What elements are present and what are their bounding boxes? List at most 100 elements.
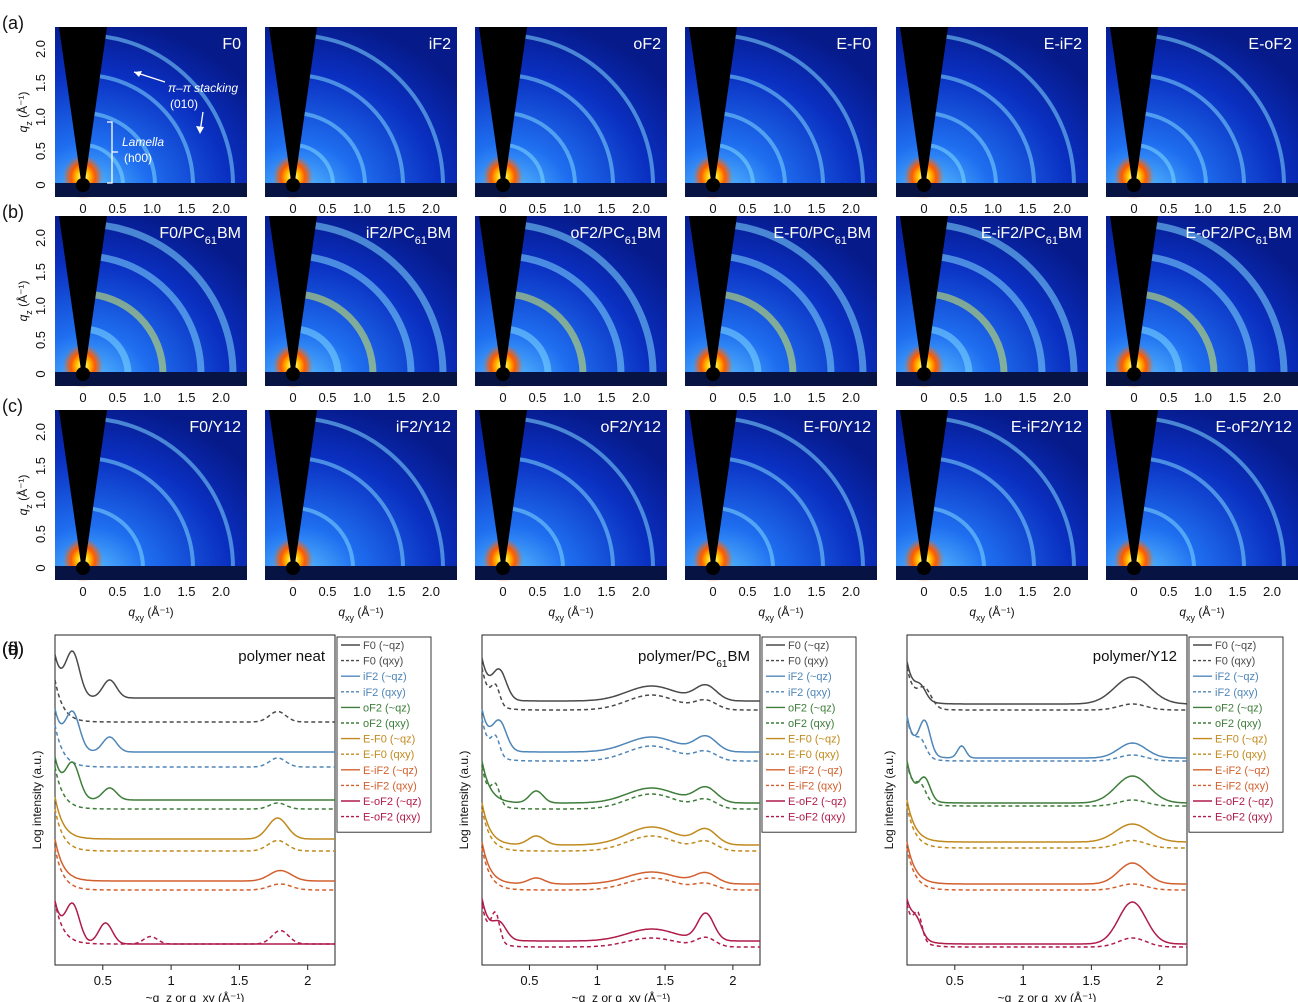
giwaxs-panel: iF2: [265, 27, 457, 199]
x-tick-label: 1: [167, 973, 174, 988]
x-tick-label: 0: [709, 201, 716, 216]
series-line: [54, 766, 335, 810]
y-tick-label: 0.5: [33, 142, 48, 160]
diffraction-ring: [1133, 33, 1286, 186]
legend-entry: E-oF2 (~qz): [788, 796, 846, 808]
diffraction-ring: [923, 506, 986, 569]
beamstop-dot: [76, 561, 90, 575]
x-axis: 0 0.5 1.0 1.5 2.0: [499, 201, 650, 216]
giwaxs-panel: E-F0/Y12: [685, 410, 877, 582]
plot-frame: [906, 634, 1188, 966]
panel-name: E-iF2: [1044, 36, 1082, 53]
x-axis: 0 0.5 1.0 1.5 2.0: [920, 201, 1071, 216]
series-line: [481, 657, 760, 702]
diffraction-ring: [82, 325, 132, 375]
x-tick-label: 0.5: [738, 584, 756, 599]
diffraction-ring: [82, 506, 145, 569]
x-tick-label: 1.0: [353, 390, 371, 405]
x-axis-label: qxy (Å⁻¹): [758, 604, 803, 623]
series-line: [906, 763, 1187, 807]
x-axis-label: qxy (Å⁻¹): [969, 604, 1014, 623]
x-tick-label: 0.5: [108, 390, 126, 405]
y-tick-label: 2.0: [33, 40, 48, 58]
x-tick-label: 1.0: [143, 584, 161, 599]
x-axis: 0 0.5 1.0 1.5 2.0: [920, 390, 1071, 405]
legend-entry: E-oF2 (~qz): [363, 796, 421, 808]
legend-entry: E-oF2 (qxy): [363, 812, 420, 824]
y-tick-label: 1.5: [33, 263, 48, 281]
beamstop-wedge: [900, 410, 948, 564]
panel-name: E-F0/Y12: [803, 419, 871, 436]
legend-entry: oF2 (~qz): [363, 702, 410, 714]
x-tick-label: 0.5: [108, 584, 126, 599]
diffraction-ring: [712, 325, 762, 375]
x-tick-label: 2.0: [1263, 584, 1281, 599]
x-tick-label: 1.0: [143, 390, 161, 405]
series-line: [906, 661, 1188, 705]
series-line: [481, 841, 760, 885]
x-tick-label: 0.5: [318, 201, 336, 216]
beamstop-wedge: [59, 27, 107, 181]
diffraction-ring: [923, 111, 998, 186]
diffraction-ring: [1133, 220, 1288, 375]
horizon-strip: [475, 372, 667, 386]
beamstop-wedge: [269, 27, 317, 181]
legend-entry: F0 (~qz): [1215, 640, 1256, 652]
x-tick-label: 2.0: [842, 584, 860, 599]
x-tick-label: 1.5: [230, 973, 248, 988]
series-line: [54, 808, 335, 852]
beamstop-dot: [706, 367, 720, 381]
horizon-strip: [265, 566, 457, 580]
giwaxs-panel: E-iF2/PC61BM: [896, 216, 1088, 388]
x-tick-label: 0: [920, 201, 927, 216]
series-line: [481, 760, 760, 804]
diffraction-ring: [1133, 252, 1256, 375]
horizon-strip: [475, 183, 667, 197]
x-tick-label: 1.5: [1228, 390, 1246, 405]
x-axis: 0 0.5 1.0 1.5 2.0: [289, 201, 440, 216]
diffraction-ring: [292, 220, 447, 375]
beamstop-wedge: [269, 410, 317, 564]
series-line: [906, 667, 1187, 711]
x-tick-label: 0.5: [318, 390, 336, 405]
x-tick-label: 1.5: [597, 390, 615, 405]
series-line: [481, 718, 760, 762]
x-tick-label: 2.0: [1053, 390, 1071, 405]
horizon-strip: [265, 183, 457, 197]
series-line: [54, 901, 335, 945]
diffraction-ring: [292, 73, 405, 186]
beamstop-wedge: [689, 27, 737, 181]
giwaxs-panel: E-oF2/PC61BM: [1106, 216, 1298, 388]
legend-entry: F0 (~qz): [788, 640, 829, 652]
horizon-strip: [685, 183, 877, 197]
x-tick-label: 1: [594, 973, 601, 988]
panel-name: E-oF2: [1248, 36, 1292, 53]
x-tick-label: 1.5: [1018, 201, 1036, 216]
series-line: [54, 756, 335, 801]
y-tick-label: 0: [33, 370, 48, 377]
pi-arrowhead: [134, 71, 142, 77]
y-tick-label: 1.0: [33, 108, 48, 126]
giwaxs-panel: F0/Y12: [55, 410, 247, 582]
x-tick-label: 0: [289, 584, 296, 599]
y-tick-label: 0.5: [33, 331, 48, 349]
x-tick-label: 0: [1130, 584, 1137, 599]
x-tick-label: 1.0: [984, 584, 1002, 599]
series-line: [906, 805, 1187, 849]
x-tick-label: 0: [499, 390, 506, 405]
x-tick-label: 2: [1156, 973, 1163, 988]
horizon-strip: [1106, 372, 1298, 386]
diffraction-ring: [82, 456, 195, 569]
diffraction-ring: [1133, 506, 1196, 569]
diffraction-ring: [712, 252, 835, 375]
horizon-strip: [265, 372, 457, 386]
diffraction-ring: [1133, 416, 1286, 569]
legend: F0 (~qz) F0 (qxy) iF2 (~qz) iF2 (qxy) oF2 (~…: [1188, 636, 1284, 833]
x-tick-label: 1.5: [177, 584, 195, 599]
panel-name: E-oF2/PC61BM: [1186, 225, 1293, 247]
diffraction-ring: [923, 456, 1036, 569]
y-axis-label: Log intensity (a.u.): [882, 751, 896, 850]
legend-entry: E-iF2 (qxy): [363, 780, 417, 792]
legend-entry: E-oF2 (~qz): [1215, 796, 1273, 808]
y-axis-label: qz (Å⁻¹): [15, 92, 34, 133]
